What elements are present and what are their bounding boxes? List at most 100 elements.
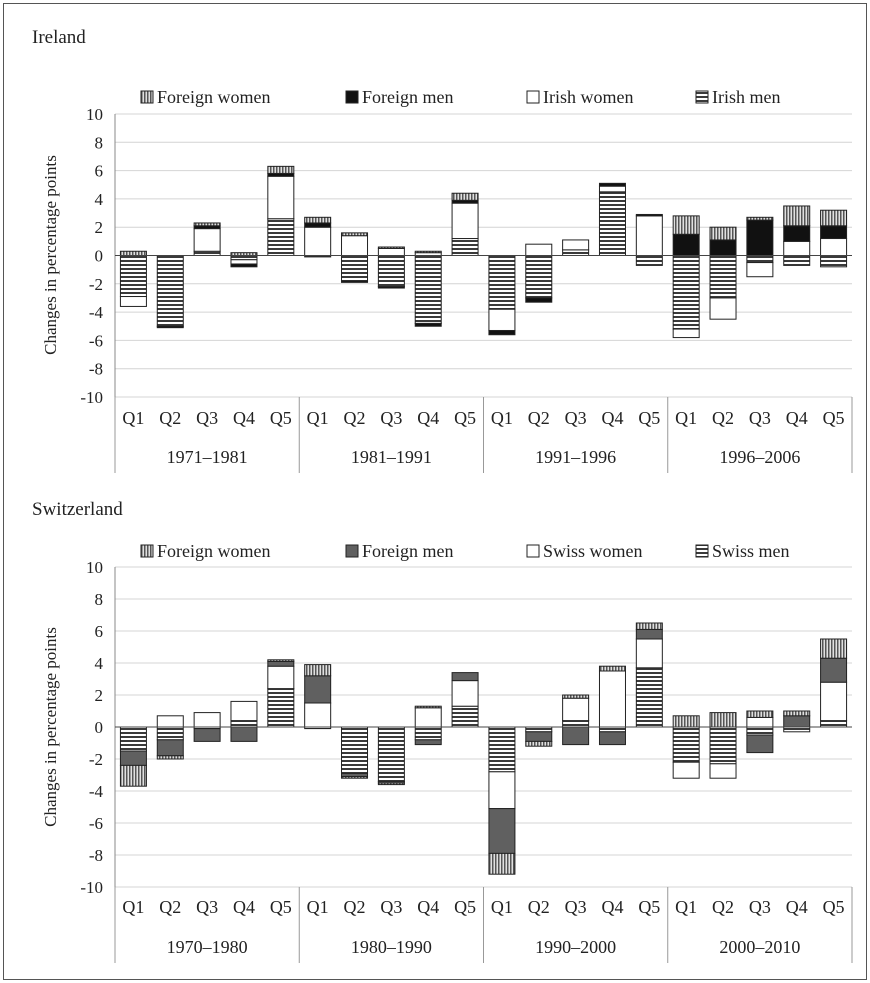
switzerland-bar-1980-1990-q5-swiss-women	[451, 680, 479, 707]
ireland-y-tick-label: 2	[95, 218, 104, 237]
switzerland-bar-1970-1980-q4-foreign-men	[230, 726, 258, 742]
ireland-bar-1971-1981-q5-irish-women	[267, 175, 295, 220]
switzerland-legend-swatch-foreign-women	[140, 544, 154, 558]
switzerland-bar-1990-2000-q3-swiss-women	[562, 697, 590, 722]
switzerland-x-tick-label: Q3	[196, 897, 218, 917]
switzerland-legend-foreign-men: Foreign men	[362, 541, 454, 561]
switzerland-x-tick-label: Q1	[307, 897, 329, 917]
ireland-x-tick-label: Q2	[528, 408, 550, 428]
ireland-bar-1996-2006-q1-foreign-women	[672, 215, 700, 235]
ireland-bar-1981-1991-q4-foreign-men	[414, 322, 442, 327]
ireland-bar-1981-1991-q1-irish-women	[304, 226, 332, 256]
switzerland-bar-1980-1990-q4-foreign-women	[414, 705, 442, 709]
ireland-x-tick-label: Q1	[675, 408, 697, 428]
switzerland-y-tick-label: -2	[89, 750, 103, 769]
switzerland-bar-1980-1990-q2-swiss-men	[341, 726, 369, 774]
switzerland-panel-title: Switzerland	[32, 499, 123, 520]
ireland-x-tick-label: Q5	[270, 408, 292, 428]
ireland-bar-1971-1981-q4-irish-men	[230, 255, 258, 261]
ireland-legend-swatch-irish-men	[695, 90, 709, 104]
ireland-x-tick-label: Q2	[159, 408, 181, 428]
switzerland-y-tick-label: 8	[95, 590, 104, 609]
ireland-bar-1996-2006-q4-irish-men	[783, 255, 811, 266]
switzerland-bar-2000-2010-q2-swiss-men	[709, 726, 737, 765]
ireland-bar-1996-2006-q1-irish-women	[672, 328, 700, 339]
switzerland-x-tick-label: Q2	[528, 897, 550, 917]
switzerland-x-tick-label: Q1	[491, 897, 513, 917]
ireland-bar-1996-2006-q3-irish-women	[746, 262, 774, 278]
ireland-bar-1981-1991-q3-irish-men	[377, 255, 405, 288]
switzerland-x-tick-label: Q2	[159, 897, 181, 917]
switzerland-bar-2000-2010-q1-swiss-women	[672, 761, 700, 779]
switzerland-bar-1970-1980-q4-swiss-men	[230, 720, 258, 728]
ireland-bar-1991-1996-q4-irish-women	[598, 185, 626, 193]
figure-frame	[3, 3, 867, 980]
ireland-bar-1991-1996-q5-irish-women	[635, 215, 663, 257]
switzerland-y-tick-label: 0	[95, 718, 104, 737]
ireland-bar-1991-1996-q1-irish-men	[488, 255, 516, 310]
switzerland-bar-1980-1990-q1-foreign-women	[304, 664, 332, 677]
ireland-bar-1996-2006-q2-foreign-women	[709, 226, 737, 241]
switzerland-bar-2000-2010-q3-foreign-men	[746, 734, 774, 754]
switzerland-legend-foreign-women: Foreign women	[157, 541, 270, 561]
switzerland-x-tick-label: Q2	[712, 897, 734, 917]
ireland-y-tick-label: -6	[89, 331, 103, 350]
ireland-bar-1981-1991-q3-irish-women	[377, 247, 405, 257]
switzerland-x-tick-label: Q2	[344, 897, 366, 917]
switzerland-bar-1990-2000-q4-foreign-women	[598, 665, 626, 672]
ireland-bar-1981-1991-q1-foreign-men	[304, 222, 332, 228]
ireland-bar-1981-1991-q4-irish-men	[414, 255, 442, 324]
ireland-y-tick-label: 6	[95, 162, 104, 181]
switzerland-bar-1990-2000-q5-foreign-men	[635, 628, 663, 640]
switzerland-bar-1970-1980-q3-swiss-women	[193, 712, 221, 728]
switzerland-bar-1990-2000-q4-swiss-men	[598, 726, 626, 733]
ireland-x-tick-label: Q1	[122, 408, 144, 428]
ireland-y-tick-label: -2	[89, 275, 103, 294]
switzerland-bar-1990-2000-q2-foreign-men	[525, 731, 553, 742]
ireland-x-tick-label: Q3	[565, 408, 587, 428]
ireland-bar-1996-2006-q3-foreign-women	[746, 216, 774, 221]
switzerland-bar-2000-2010-q5-foreign-women	[820, 638, 848, 659]
switzerland-bar-2000-2010-q5-swiss-women	[820, 681, 848, 722]
ireland-bar-1971-1981-q1-irish-women	[119, 296, 147, 307]
switzerland-legend-swatch-foreign-men	[345, 544, 359, 558]
ireland-x-tick-label: Q5	[454, 408, 476, 428]
switzerland-x-tick-label: Q5	[823, 897, 845, 917]
switzerland-x-tick-label: Q4	[233, 897, 255, 917]
ireland-bar-1971-1981-q5-irish-men	[267, 218, 295, 257]
switzerland-bar-1990-2000-q5-foreign-women	[635, 622, 663, 630]
ireland-x-tick-label: Q3	[749, 408, 771, 428]
switzerland-bar-1970-1980-q5-foreign-men	[267, 660, 295, 667]
ireland-bar-1981-1991-q5-irish-men	[451, 238, 479, 257]
switzerland-x-tick-label: Q4	[786, 897, 808, 917]
switzerland-bar-1980-1990-q5-foreign-men	[451, 672, 479, 682]
ireland-bar-1996-2006-q5-irish-women	[820, 238, 848, 257]
ireland-legend-swatch-foreign-men	[345, 90, 359, 104]
ireland-bar-1996-2006-q5-foreign-men	[820, 225, 848, 240]
switzerland-bar-1990-2000-q1-swiss-men	[488, 726, 516, 773]
switzerland-legend-swatch-swiss-men	[695, 544, 709, 558]
ireland-x-tick-label: Q3	[196, 408, 218, 428]
ireland-bar-1971-1981-q3-irish-men	[193, 250, 221, 257]
switzerland-group-label: 1970–1980	[167, 937, 248, 957]
ireland-legend-swatch-foreign-women	[140, 90, 154, 104]
ireland-legend-foreign-women: Foreign women	[157, 87, 270, 107]
switzerland-y-axis-title: Changes in percentage points	[41, 627, 60, 827]
switzerland-bar-1980-1990-q5-swiss-men	[451, 705, 479, 728]
ireland-bar-1996-2006-q4-foreign-men	[783, 225, 811, 242]
switzerland-y-tick-label: 10	[86, 558, 103, 577]
ireland-group-label: 1971–1981	[167, 447, 248, 467]
switzerland-x-tick-label: Q3	[749, 897, 771, 917]
ireland-y-tick-label: 10	[86, 105, 103, 124]
switzerland-legend-swiss-women: Swiss women	[543, 541, 643, 561]
ireland-bar-1991-1996-q4-foreign-men	[598, 182, 626, 187]
ireland-bar-1991-1996-q4-irish-men	[598, 191, 626, 256]
ireland-bar-1996-2006-q5-foreign-women	[820, 209, 848, 227]
switzerland-legend-swatch-swiss-women	[526, 544, 540, 558]
ireland-bar-1996-2006-q4-foreign-women	[783, 205, 811, 227]
ireland-bar-1991-1996-q5-irish-men	[635, 255, 663, 266]
switzerland-x-tick-label: Q5	[638, 897, 660, 917]
switzerland-bar-1970-1980-q1-swiss-men	[119, 726, 147, 752]
ireland-bar-1981-1991-q2-irish-women	[341, 235, 369, 257]
ireland-bar-1996-2006-q3-foreign-men	[746, 219, 774, 256]
